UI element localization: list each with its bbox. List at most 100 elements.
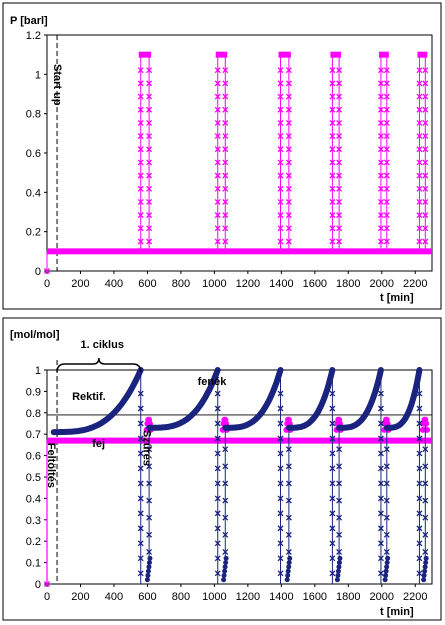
pressure-xtick-label: 1000 [202,278,226,290]
pressure-point [422,159,429,166]
pressure-point [146,93,153,100]
composition-ytick-label: 0.4 [26,493,41,505]
pressure-point [137,93,144,100]
rektif-recover-point [285,548,292,555]
rektif-drop-point [137,510,144,517]
pressure-point [336,185,343,192]
pressure-point [214,146,221,153]
rektif-bottom-point [423,555,429,561]
rektif-curve [50,367,144,436]
pressure-chart: P [barl] t [min] 0 0.2 0.4 0.6 0.8 1 1.2 0 200 4… [2,2,442,310]
pressure-point [137,225,144,232]
pressure-point [277,119,284,126]
rektif-drop-point [277,405,284,412]
pressure-point [416,80,423,87]
rektif-drop-point [329,465,336,472]
rektif-bottom-point [223,560,229,566]
pressure-point [383,119,390,126]
rektif-recover-point [285,446,292,453]
composition-y-ticks: 0 0.1 0.2 0.3 0.4 0.5 0.6 0.7 0.8 0.9 1 [26,365,47,591]
rektif-recover-point [336,463,343,470]
rektif-drop-point [214,540,221,547]
pressure-high-band [138,51,152,58]
rektif-drop-point [329,420,336,427]
rektif-recover-point [146,514,153,521]
pressure-point [214,80,221,87]
rektif-drop-point [137,465,144,472]
rektif-bottom-point [421,577,427,583]
rektif-drop-point [277,435,284,442]
rektif-recover-point [422,531,429,538]
pressure-point [336,225,343,232]
pressure-point [214,133,221,140]
pressure-point [416,146,423,153]
pressure-point [377,159,384,166]
fej-label: fej [92,438,105,450]
rektif-recover-point [383,531,390,538]
pressure-x-ticks: 0 200 400 600 800 1000 1200 1400 1600 1800 2000 220… [44,271,428,290]
rektif-recover-point [422,514,429,521]
rektif-drop-point [137,450,144,457]
rektif-bottom-point [382,577,388,583]
pressure-point [222,185,229,192]
pressure-point [422,119,429,126]
composition-x-ticks: 0 200 400 600 800 1000 1200 1400 1600 1800 2000 220… [44,584,428,603]
pressure-point [214,225,221,232]
rektif-drop-point [214,390,221,397]
pressure-point [222,212,229,219]
pressure-point [336,199,343,205]
rektif-bottom-point [286,564,292,570]
rektif-bottom-point [337,555,343,561]
rektif-bottom-point [223,555,229,561]
pressure-point [146,159,153,166]
pressure-point [214,119,221,126]
rektif-recover-point [336,548,343,555]
composition-annotations: 1. ciklus Rektif. fenék fej Feltöltés Szűrés [45,339,227,488]
rektif-drop-point [137,405,144,412]
pressure-point [383,133,390,140]
rektif-drop-point [214,495,221,502]
pressure-y-ticks: 0 0.2 0.4 0.6 0.8 1 1.2 [26,30,47,278]
pressure-point [214,93,221,100]
pressure-point [383,80,390,87]
rektif-recover-point [222,497,229,504]
rektif-bottom-point [144,577,150,583]
pressure-point [214,172,221,179]
pressure-point [329,159,336,166]
composition-xtick-label: 800 [172,591,190,603]
pressure-ytick-label: 0.4 [26,187,41,199]
pressure-xtick-label: 2200 [403,278,427,290]
rektif-recover-point [146,463,153,470]
pressure-point [222,238,229,245]
pressure-point [285,119,292,126]
rektif-drop-point [377,480,384,487]
rektif-drop-point [137,540,144,547]
pressure-point [285,185,292,192]
pressure-point [146,119,153,126]
pressure-point [222,106,229,113]
pressure-point [416,225,423,232]
pressure-point [422,185,429,192]
pressure-point [383,199,390,205]
rektif-bottom-point [285,572,291,578]
pressure-point [383,212,390,219]
pressure-point [214,159,221,166]
pressure-point [377,119,384,126]
pressure-xtick-label: 1800 [336,278,360,290]
pressure-point [377,133,384,140]
pressure-point [383,146,390,153]
rektif-drop-point [329,540,336,547]
rektif-drop-point [416,405,423,412]
rektif-drop-point [377,420,384,427]
rektif-bottom-point [285,568,291,574]
rektif-drop-point [277,555,284,562]
composition-ytick-label: 0.6 [26,451,41,463]
pressure-point [416,159,423,166]
composition-xtick-label: 1400 [269,591,293,603]
rektif-recover-point [285,497,292,504]
rektif-drop-point [377,390,384,397]
pressure-point [277,238,284,245]
rektif-bottom-point [335,568,341,574]
rektif-recover-point [222,463,229,470]
pressure-point [377,212,384,219]
